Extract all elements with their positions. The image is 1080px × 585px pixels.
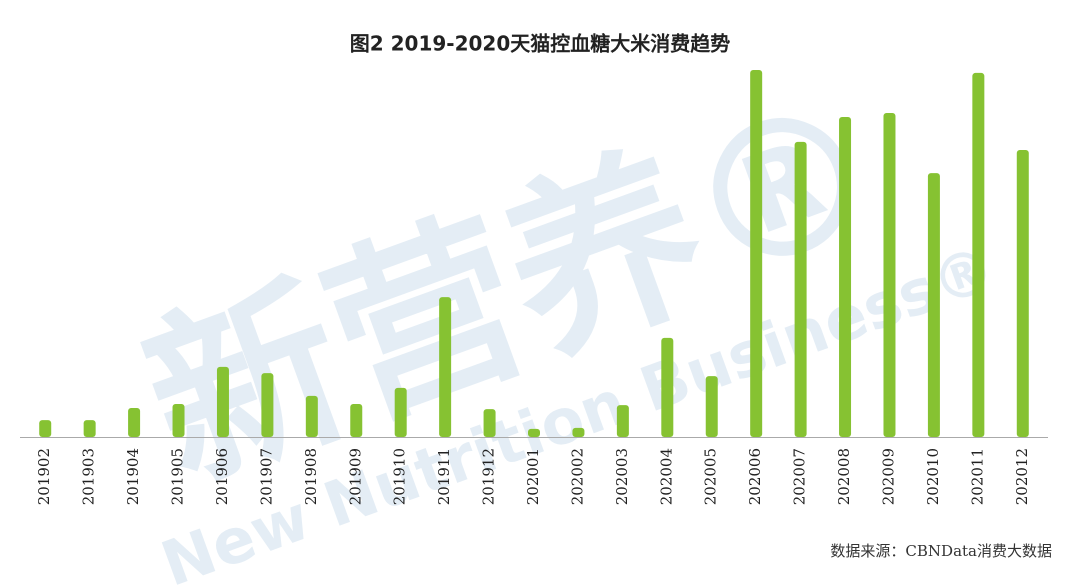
bar <box>883 112 896 438</box>
bar <box>350 403 363 437</box>
x-tick-label: 202008 <box>835 448 853 505</box>
bar <box>927 173 940 437</box>
bar <box>1016 150 1029 438</box>
x-tick-label: 201906 <box>213 448 231 505</box>
x-tick-label: 202010 <box>924 448 942 505</box>
x-tick-label: 201904 <box>124 448 142 505</box>
bar <box>39 420 52 437</box>
bar <box>261 373 274 437</box>
bar <box>305 395 318 437</box>
bar <box>394 387 407 437</box>
bar <box>483 409 496 437</box>
x-tick-label: 202007 <box>791 448 809 505</box>
x-tick-label: 201905 <box>169 448 187 505</box>
x-tick-label: 202011 <box>968 448 986 505</box>
x-tick-label: 202002 <box>568 448 586 505</box>
x-tick-label: 201911 <box>435 448 453 505</box>
bar <box>572 427 585 437</box>
x-tick-label: 202012 <box>1013 448 1031 505</box>
x-tick-label: 201912 <box>480 448 498 505</box>
x-tick-label: 202001 <box>524 448 542 505</box>
x-tick-label: 201902 <box>35 448 53 505</box>
bar <box>439 297 452 437</box>
x-tick-label: 201908 <box>302 448 320 505</box>
bar <box>705 376 718 437</box>
x-tick-label: 202003 <box>613 448 631 505</box>
bar <box>839 116 852 437</box>
bar <box>172 403 185 437</box>
x-tick-label: 202005 <box>702 448 720 505</box>
bar <box>750 70 763 437</box>
chart-title: 图2 2019-2020天猫控血糖大米消费趋势 <box>350 32 731 56</box>
bar <box>972 72 985 437</box>
bar <box>661 337 674 437</box>
x-tick-label: 201907 <box>257 448 275 505</box>
x-tick-label: 202006 <box>746 448 764 505</box>
bar <box>616 405 629 437</box>
x-tick-label: 202009 <box>879 448 897 505</box>
x-tick-label: 201909 <box>346 448 364 505</box>
bar <box>216 366 229 437</box>
bar <box>128 408 141 437</box>
bar <box>528 428 540 437</box>
source-note: 数据来源：CBNData消费大数据 <box>830 542 1052 560</box>
bar <box>794 141 807 437</box>
x-tick-label: 201903 <box>80 448 98 505</box>
bar <box>83 420 96 437</box>
x-tick-label: 202004 <box>657 448 675 505</box>
x-tick-label: 201910 <box>391 448 409 505</box>
